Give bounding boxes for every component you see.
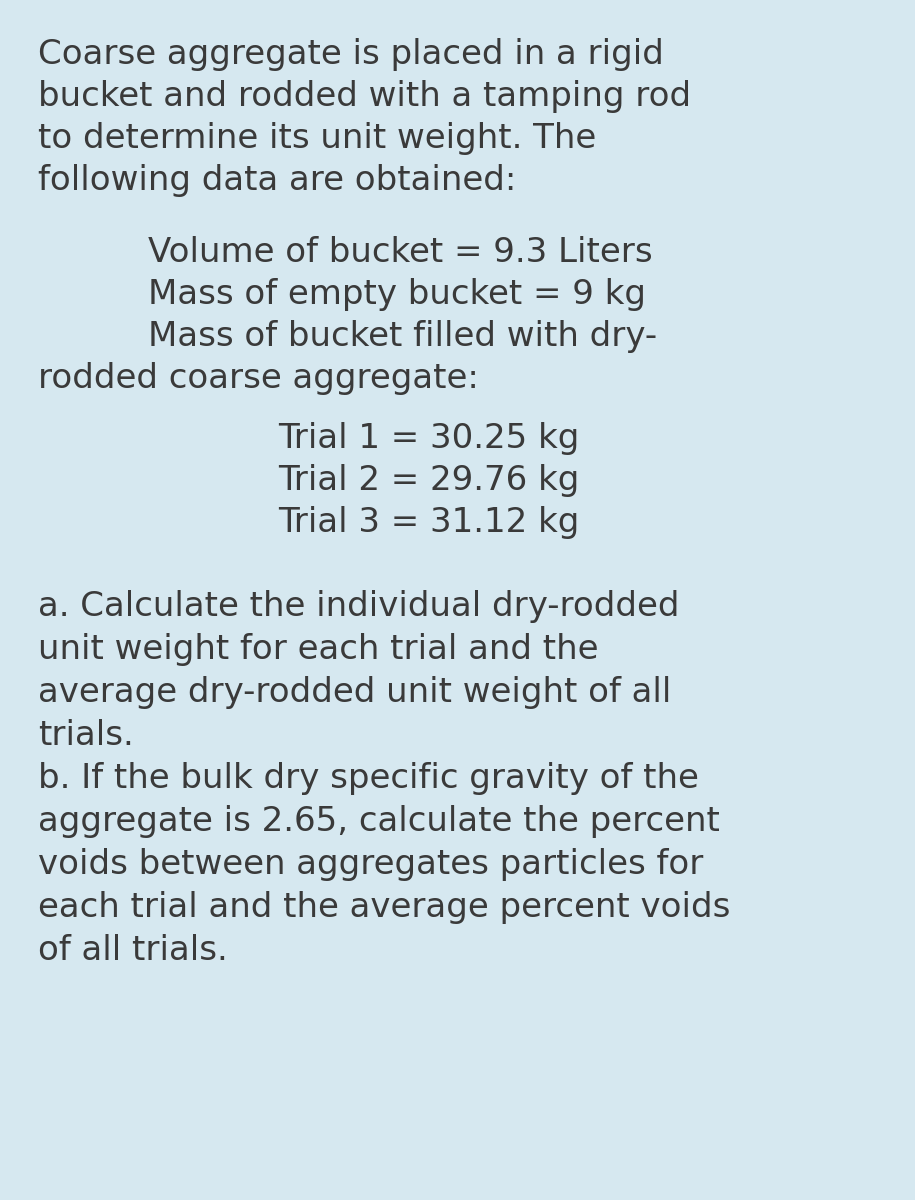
Text: Mass of bucket filled with dry-: Mass of bucket filled with dry- xyxy=(148,320,657,353)
Text: bucket and rodded with a tamping rod: bucket and rodded with a tamping rod xyxy=(38,80,691,113)
Text: of all trials.: of all trials. xyxy=(38,934,228,967)
Text: voids between aggregates particles for: voids between aggregates particles for xyxy=(38,848,704,881)
Text: Coarse aggregate is placed in a rigid: Coarse aggregate is placed in a rigid xyxy=(38,38,664,71)
Text: Trial 3 = 31.12 kg: Trial 3 = 31.12 kg xyxy=(278,506,579,539)
Text: trials.: trials. xyxy=(38,719,134,752)
Text: unit weight for each trial and the: unit weight for each trial and the xyxy=(38,634,598,666)
Text: following data are obtained:: following data are obtained: xyxy=(38,164,516,197)
Text: Mass of empty bucket = 9 kg: Mass of empty bucket = 9 kg xyxy=(148,278,646,311)
Text: b. If the bulk dry specific gravity of the: b. If the bulk dry specific gravity of t… xyxy=(38,762,699,794)
Text: Volume of bucket = 9.3 Liters: Volume of bucket = 9.3 Liters xyxy=(148,236,652,269)
Text: each trial and the average percent voids: each trial and the average percent voids xyxy=(38,890,730,924)
Text: rodded coarse aggregate:: rodded coarse aggregate: xyxy=(38,362,479,395)
Text: aggregate is 2.65, calculate the percent: aggregate is 2.65, calculate the percent xyxy=(38,805,720,838)
Text: to determine its unit weight. The: to determine its unit weight. The xyxy=(38,122,597,155)
Text: a. Calculate the individual dry-rodded: a. Calculate the individual dry-rodded xyxy=(38,590,680,623)
Text: Trial 1 = 30.25 kg: Trial 1 = 30.25 kg xyxy=(278,422,579,455)
Text: Trial 2 = 29.76 kg: Trial 2 = 29.76 kg xyxy=(278,464,579,497)
Text: average dry-rodded unit weight of all: average dry-rodded unit weight of all xyxy=(38,676,672,709)
